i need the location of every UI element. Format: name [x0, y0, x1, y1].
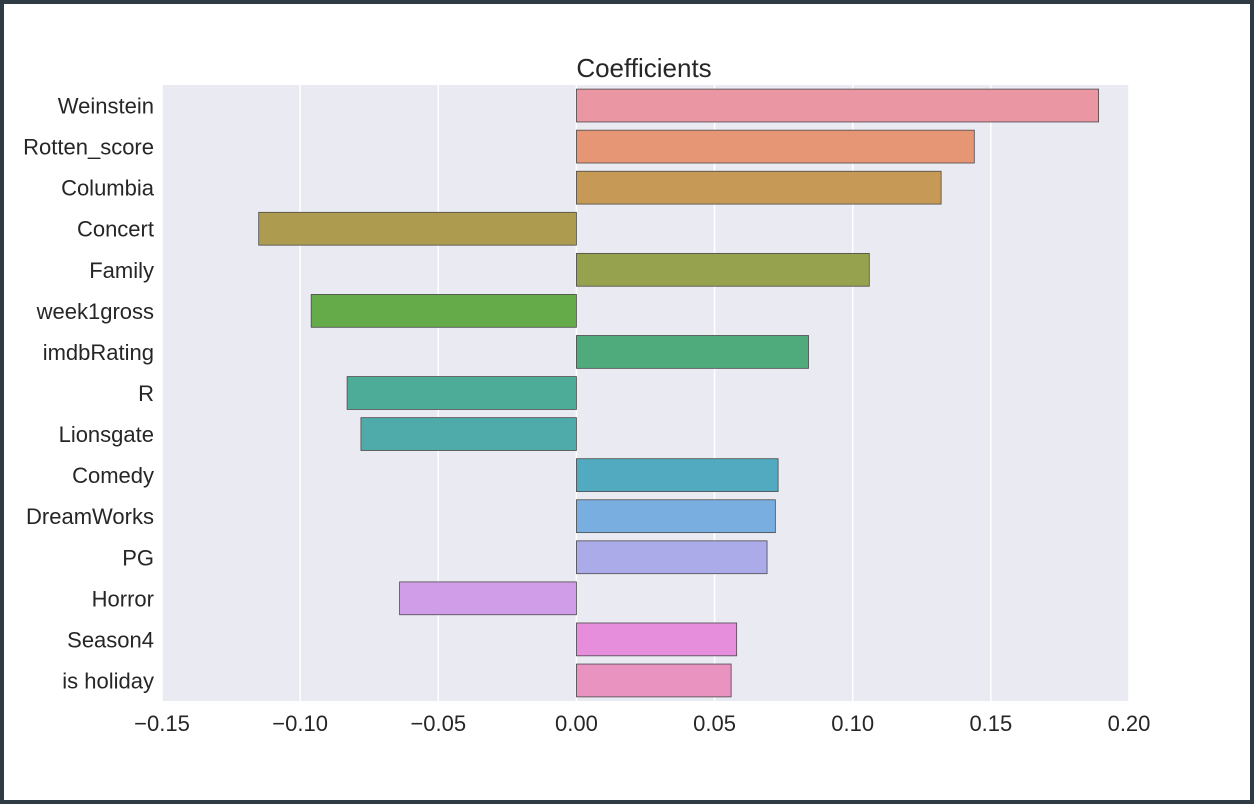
category-label: week1gross	[36, 299, 154, 324]
category-label: Lionsgate	[59, 422, 154, 447]
bar-is-holiday	[576, 663, 732, 698]
bar-weinstein	[576, 88, 1100, 123]
coefficients-bar-chart: Weinstein Rotten_score Columbia Concert Fami…	[23, 53, 1150, 736]
bar-horror	[399, 581, 577, 616]
x-tick-label: −0.05	[410, 711, 466, 736]
bar-concert	[258, 211, 577, 246]
x-tick-label: 0.10	[831, 711, 874, 736]
category-label: DreamWorks	[26, 504, 154, 529]
bar-imdbrating	[576, 335, 809, 369]
category-label: Comedy	[72, 463, 154, 488]
bar-family	[576, 252, 870, 287]
category-label: Horror	[92, 586, 154, 611]
category-label: R	[138, 381, 154, 406]
category-label: Rotten_score	[23, 135, 154, 160]
bar-season4	[576, 622, 738, 657]
category-label: is holiday	[62, 668, 154, 693]
bar-pg	[576, 540, 768, 575]
bars	[258, 88, 1100, 698]
x-tick-labels: −0.15 −0.10 −0.05 0.00 0.05 0.10 0.15 0.20	[134, 711, 1150, 736]
x-tick-label: −0.15	[134, 711, 190, 736]
category-label: Weinstein	[58, 94, 154, 119]
bar-columbia	[576, 170, 942, 205]
x-tick-label: 0.15	[969, 711, 1012, 736]
bar-r	[346, 376, 577, 410]
bar-comedy	[576, 458, 779, 492]
category-label: Season4	[67, 627, 154, 652]
bar-dreamworks	[576, 499, 776, 534]
x-tick-label: −0.10	[272, 711, 328, 736]
bar-rotten-score	[576, 129, 975, 164]
category-label: PG	[122, 545, 154, 570]
x-tick-label: 0.00	[555, 711, 598, 736]
category-label: Concert	[77, 217, 154, 242]
chart-frame: Weinstein Rotten_score Columbia Concert Fami…	[4, 4, 1250, 800]
bar-week1gross	[310, 294, 577, 328]
x-tick-label: 0.20	[1108, 711, 1151, 736]
bar-lionsgate	[360, 417, 577, 451]
x-tick-label: 0.05	[693, 711, 736, 736]
chart-title: Coefficients	[576, 53, 711, 83]
category-label: Family	[89, 258, 154, 283]
category-label: Columbia	[61, 176, 155, 201]
category-labels: Weinstein Rotten_score Columbia Concert Fami…	[23, 94, 155, 694]
category-label: imdbRating	[43, 340, 154, 365]
